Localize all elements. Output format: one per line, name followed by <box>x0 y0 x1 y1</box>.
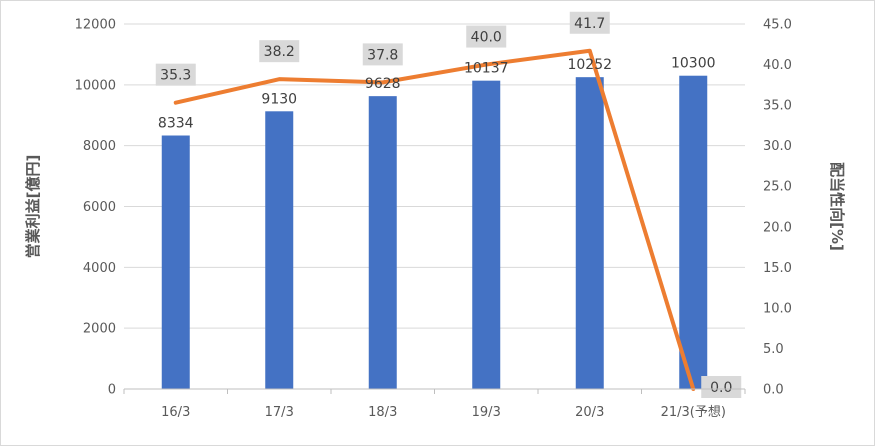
bar <box>161 135 190 389</box>
y2-tick-label: 45.0 <box>763 18 792 33</box>
bar-value-label: 9130 <box>261 91 297 107</box>
line-label-box <box>466 25 507 48</box>
line-value-label: 35.3 <box>160 68 191 84</box>
line-label-box <box>362 43 403 66</box>
bar-value-label: 10252 <box>567 57 612 73</box>
y-tick-label: 4000 <box>83 261 116 276</box>
x-tick-label: 19/3 <box>472 405 501 420</box>
bar <box>472 80 501 389</box>
line-value-label: 38.2 <box>264 44 295 60</box>
line-point <box>174 101 178 105</box>
y-axis-title: 営業利益[億円] <box>24 155 42 259</box>
gridlines <box>124 23 745 329</box>
y2-tick-label: 15.0 <box>763 261 792 276</box>
line-label-box <box>155 63 196 86</box>
y2-tick-label: 35.0 <box>763 99 792 114</box>
bar-value-label: 10300 <box>671 56 716 72</box>
line-value-label: 37.8 <box>367 47 398 63</box>
x-tick-label: 16/3 <box>161 405 190 420</box>
bar <box>368 96 397 390</box>
line-series-path <box>173 48 696 391</box>
y-tick-label: 2000 <box>83 322 116 337</box>
y2-tick-label: 25.0 <box>763 180 792 195</box>
bar-series <box>161 75 708 390</box>
bar <box>265 111 294 389</box>
bar-value-label: 8334 <box>158 116 194 132</box>
x-tick-label: 20/3 <box>575 405 604 420</box>
axes: 0 2000 4000 6000 8000 10000 12000 0.0 5.0 10.0 15.… <box>24 18 846 421</box>
bar-value-label: 9628 <box>365 76 401 92</box>
line-label-box <box>259 40 300 63</box>
line-value-label: 41.7 <box>574 16 605 32</box>
line-point <box>381 80 385 84</box>
y2-tick-label: 5.0 <box>763 342 784 357</box>
data-labels: 8334 9130 9628 10137 10252 10300 35.3 38.2 37.8 4… <box>155 11 742 398</box>
y2-axis-title: 配当性向[%] <box>828 162 846 251</box>
line-series <box>173 48 696 391</box>
line-label-box <box>701 376 742 398</box>
line-label-box <box>569 11 610 34</box>
y-tick-label: 8000 <box>83 139 116 154</box>
x-tick-label: 17/3 <box>265 405 294 420</box>
line-point <box>588 49 592 53</box>
y2-tick-label: 30.0 <box>763 139 792 154</box>
bar-value-label: 10137 <box>464 61 509 77</box>
bar <box>679 75 708 389</box>
line-value-label: 0.0 <box>710 380 732 396</box>
x-tick-label: 21/3(予想) <box>661 404 726 420</box>
y2-tick-label: 40.0 <box>763 58 792 73</box>
line-point <box>484 63 488 67</box>
line-value-label: 40.0 <box>471 30 502 46</box>
y-tick-label: 6000 <box>83 200 116 215</box>
y-tick-label: 0 <box>108 383 116 398</box>
line-point <box>277 77 281 81</box>
y-tick-label: 12000 <box>75 18 116 33</box>
bar <box>575 77 604 389</box>
x-tick-label: 18/3 <box>368 405 397 420</box>
y-tick-label: 10000 <box>75 78 116 93</box>
y2-tick-label: 0.0 <box>763 383 784 398</box>
y2-tick-label: 20.0 <box>763 220 792 235</box>
y2-tick-label: 10.0 <box>763 301 792 316</box>
